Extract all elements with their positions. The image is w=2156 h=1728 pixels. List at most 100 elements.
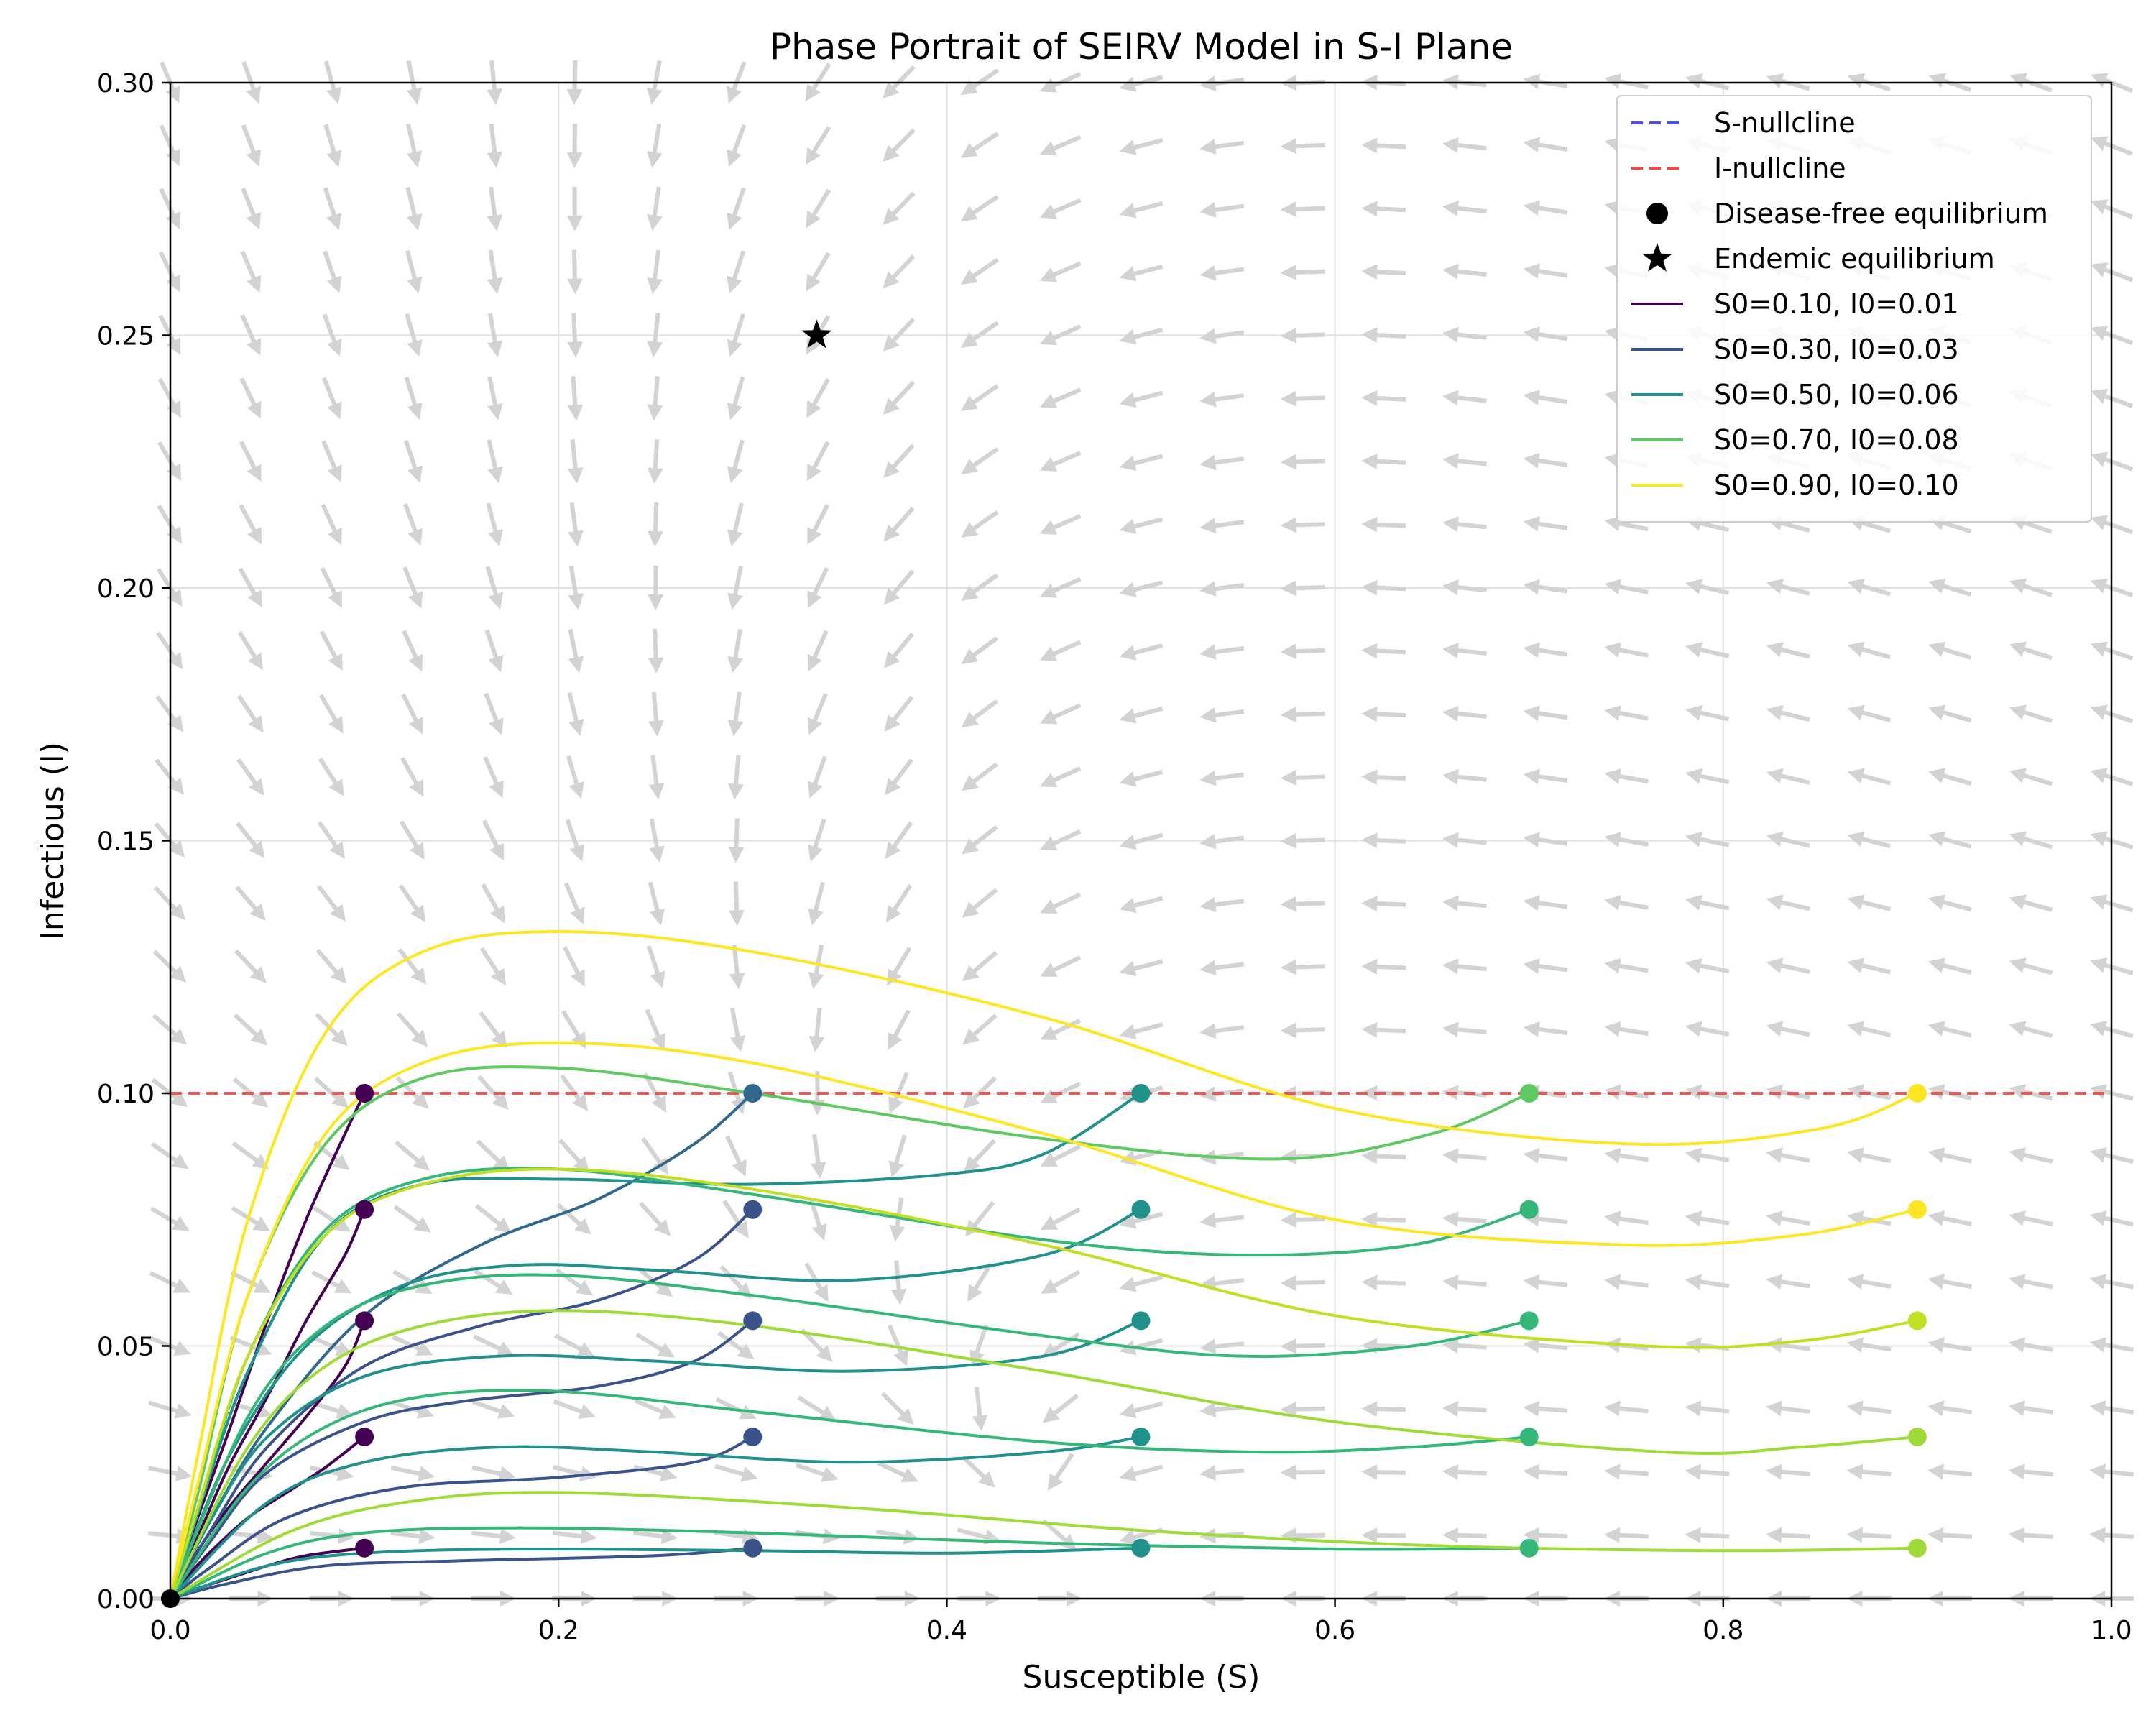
arrow-head [1685,1400,1701,1416]
vector-arrow [487,250,503,294]
y-tick-label: 0.05 [97,1333,155,1362]
vector-arrow [961,638,997,664]
arrow-head [1847,1463,1864,1479]
vector-arrow [1766,832,1810,847]
vector-arrow [1040,516,1081,535]
arrow-head [1524,263,1540,279]
arrow-head [567,278,583,294]
vector-arrow [1604,642,1648,658]
vector-arrow [1039,200,1080,219]
vector-arrow [1361,327,1406,343]
arrow-head [1928,1021,1945,1036]
vector-arrow [648,502,663,547]
vector-arrow [1523,1148,1567,1164]
arrow-head [407,277,422,294]
arrow-head [1766,958,1784,973]
arrow-head [2090,957,2107,973]
vector-arrow [1927,1337,1971,1353]
vector-arrow [324,378,342,420]
vector-arrow [1442,1401,1487,1417]
arrow-head [1847,705,1864,720]
x-axis-label: Susceptible (S) [1023,1659,1261,1696]
trajectory-start-point [743,1084,762,1103]
arrow-head [1524,326,1540,342]
vector-arrow [2009,579,2052,595]
arrow-head [1361,959,1377,975]
vector-arrow [406,441,423,483]
arrow-head [1685,1021,1703,1037]
vector-arrow [891,1261,907,1305]
arrow-head [1281,960,1296,975]
vector-arrow [487,630,503,672]
vector-arrow [1281,643,1325,659]
arrow-head [650,908,665,925]
vector-arrow [1361,959,1406,975]
vector-arrow [568,439,584,484]
arrow-head [728,783,744,800]
arrow-head [1848,642,1865,657]
vector-arrow [400,886,425,922]
arrow-head [891,1289,907,1305]
arrow-head [1524,579,1540,595]
arrow-head [1361,1464,1377,1480]
arrow-head [1848,579,1865,594]
vector-arrow [1119,139,1162,155]
legend-label: Disease-free equilibrium [1714,198,2048,229]
arrow-head [1523,958,1539,974]
vector-arrow [1199,834,1244,850]
arrow-head [1442,264,1459,280]
vector-arrow [1524,200,1567,216]
arrow-head [1361,706,1377,722]
vector-arrow [1524,706,1567,722]
vector-arrow [885,697,913,732]
vector-arrow [1766,1464,1810,1480]
vector-arrow [1040,453,1081,472]
legend-label: S0=0.70, I0=0.08 [1714,424,1959,456]
arrow-head [418,1466,435,1481]
arrow-head [1604,832,1621,847]
vector-arrow [1604,768,1648,784]
vector-arrow [715,1466,758,1482]
arrow-head [567,405,583,421]
arrow-head [1119,898,1136,913]
vector-arrow [1361,580,1406,596]
vector-arrow [806,253,829,291]
arrow-head [972,1415,988,1431]
vector-arrow [487,377,503,420]
vector-arrow [326,124,341,167]
arrow-head [903,1529,921,1545]
vector-arrow [1523,1464,1567,1480]
arrow-head [2009,1337,2026,1353]
vector-arrow [1524,832,1567,847]
x-tick-label: 0.8 [1703,1616,1743,1645]
arrow-head [961,522,978,538]
trajectory-start-point [1520,1428,1539,1446]
arrow-head [648,783,664,799]
arrow-head [1281,1527,1296,1543]
vector-arrow [403,694,423,735]
arrow-head [576,1280,593,1296]
arrow-head [1199,771,1216,786]
arrow-head [1442,832,1459,848]
vector-arrow [487,124,502,168]
arrow-head [1927,1400,1944,1416]
arrow-head [1361,137,1377,153]
trajectory-line [170,1169,1917,1599]
vector-arrow [796,1465,839,1482]
vector-arrow [241,442,262,482]
trajectory-line [170,1492,1917,1599]
arrow-head [1199,392,1216,408]
arrow-head [808,1036,824,1052]
arrow-head [1928,579,1945,594]
arrow-head [175,1403,192,1418]
vector-arrow [318,950,347,984]
vector-arrow [961,259,998,285]
vector-arrow [1040,642,1081,661]
vector-arrow [1041,1209,1080,1230]
arrow-head [1361,1527,1377,1543]
arrow-head [1199,265,1216,281]
vector-arrow [2009,1084,2052,1099]
vector-arrow [476,1206,512,1233]
vector-arrow [1281,454,1325,470]
arrow-head [1523,1401,1539,1417]
